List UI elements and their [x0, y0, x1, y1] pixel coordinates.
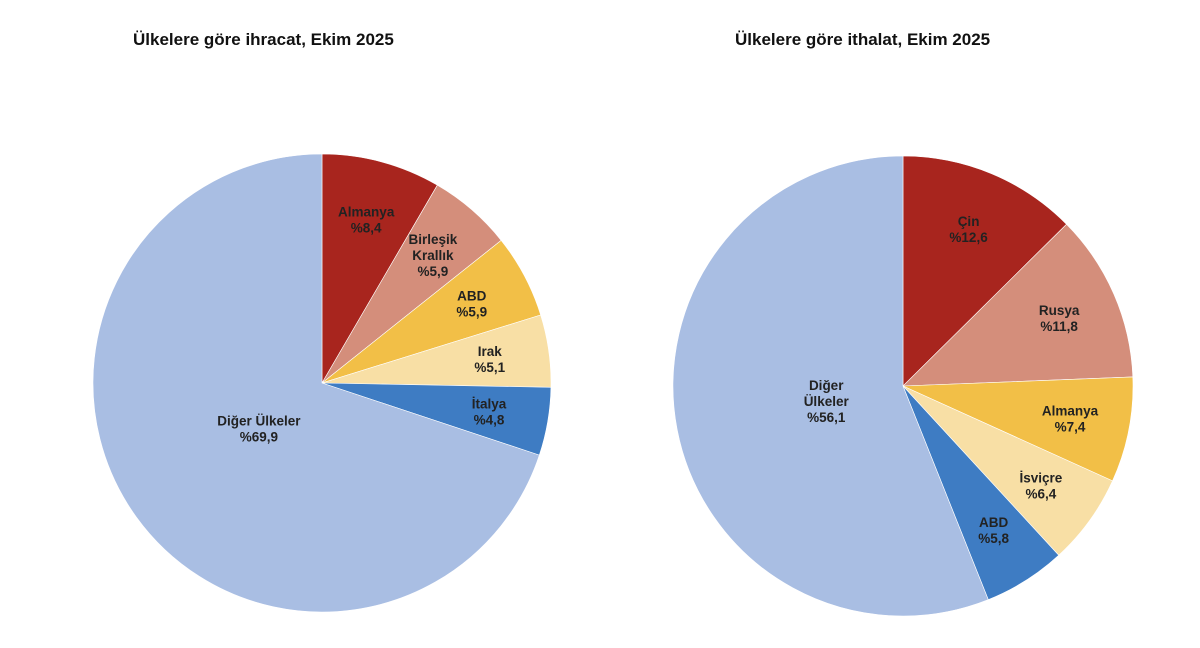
import-slice-2: [902, 376, 1134, 482]
export-slice-label-4: İtalya %4,8: [472, 397, 507, 428]
export-slice-label-2: ABD %5,9: [456, 289, 487, 320]
export-chart-title: Ülkelere göre ihracat, Ekim 2025: [133, 30, 394, 49]
export-slice-label-3: Irak %5,1: [474, 344, 505, 375]
export-slice-label-1: Birleşik Krallık %5,9: [408, 232, 457, 279]
export-slice-5: [92, 153, 540, 613]
export-slice-label-0: Almanya %8,4: [338, 204, 395, 235]
export-slice-label-5: Diğer Ülkeler %69,9: [217, 414, 301, 445]
export-slice-0: [321, 153, 438, 385]
import-slice-label-0: Çin %12,6: [949, 214, 988, 245]
import-slice-label-2: Almanya %7,4: [1042, 404, 1099, 435]
import-slice-label-1: Rusya %11,8: [1039, 303, 1080, 334]
import-slice-1: [902, 223, 1134, 387]
import-slice-5: [672, 155, 989, 617]
import-slice-label-5: Diğer Ülkeler %56,1: [804, 378, 850, 425]
import-chart-title: Ülkelere göre ithalat, Ekim 2025: [735, 30, 991, 49]
import-slice-label-3: İsviçre %6,4: [1020, 471, 1063, 502]
import-slice-label-4: ABD %5,8: [978, 515, 1009, 546]
import-slice-0: [902, 155, 1067, 387]
